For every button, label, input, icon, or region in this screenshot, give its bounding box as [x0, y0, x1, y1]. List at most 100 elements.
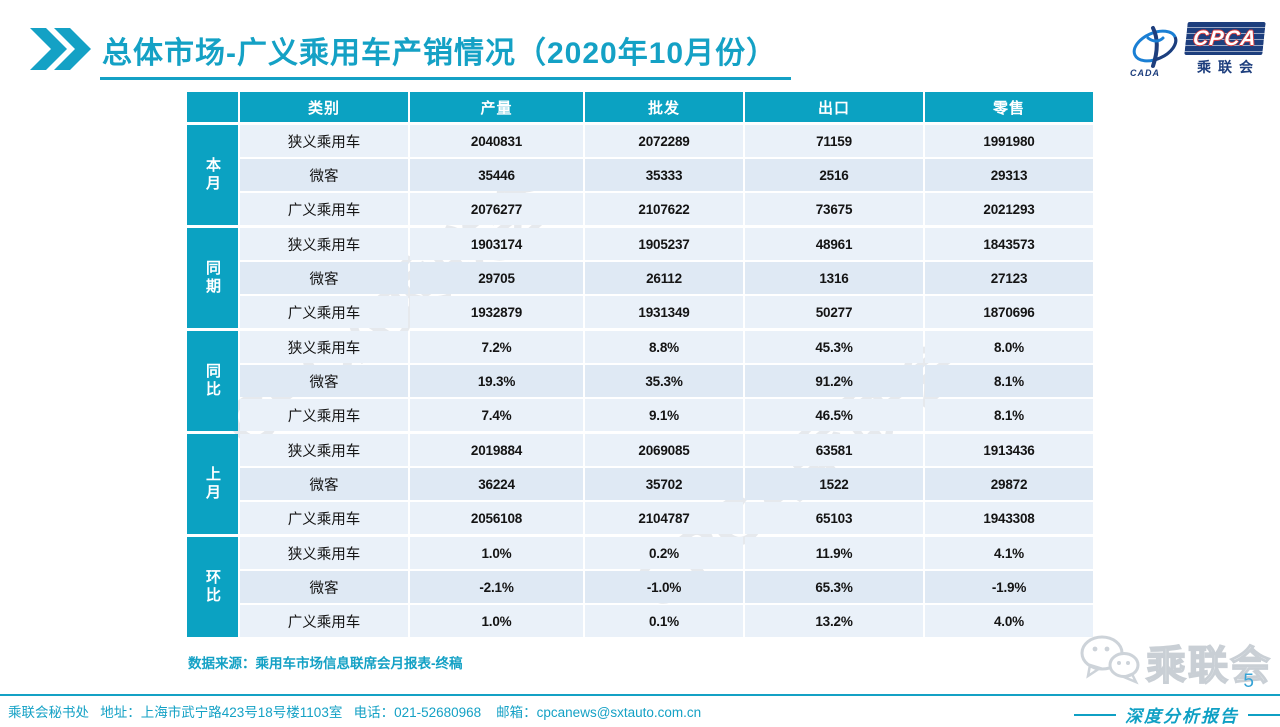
category-cell: 狭义乘用车 [240, 434, 408, 466]
tagline-left-dash [1074, 713, 1116, 716]
production-sales-table: 类别 产量 批发 出口 零售 本月 狭义乘用车 2040831 2072289 7115… [187, 92, 1093, 637]
value-cell: 7.4% [410, 399, 583, 431]
value-cell: 1.0% [410, 605, 583, 637]
value-cell: -1.9% [925, 571, 1093, 603]
value-cell: 0.1% [585, 605, 743, 637]
value-cell: 7.2% [410, 331, 583, 363]
cpca-acronym: CPCA [1192, 26, 1259, 50]
table-group: 同比 狭义乘用车 7.2% 8.8% 45.3% 8.0% 微客 19.3% 35.3% 91.2… [187, 331, 1093, 431]
column-header-production: 产量 [410, 92, 583, 122]
table-group: 环比 狭义乘用车 1.0% 0.2% 11.9% 4.1% 微客 -2.1% -1.0% 65.3… [187, 537, 1093, 637]
cpca-logo-block: CPCA 乘联会 [1184, 22, 1266, 77]
value-cell: 2019884 [410, 434, 583, 466]
tagline-right-dash [1248, 713, 1280, 716]
column-header-wholesale: 批发 [585, 92, 743, 122]
group-label: 上月 [187, 434, 238, 534]
footer-divider-line [0, 694, 1280, 696]
value-cell: 11.9% [745, 537, 923, 569]
value-cell: 8.8% [585, 331, 743, 363]
value-cell: 45.3% [745, 331, 923, 363]
emblem-caption: CADA [1130, 68, 1160, 78]
value-cell: 1905237 [585, 228, 743, 260]
value-cell: 1870696 [925, 296, 1093, 328]
value-cell: 8.1% [925, 365, 1093, 397]
value-cell: 26112 [585, 262, 743, 294]
group-label: 环比 [187, 537, 238, 637]
category-cell: 微客 [240, 571, 408, 603]
value-cell: 27123 [925, 262, 1093, 294]
tagline-text: 深度分析报告 [1125, 707, 1239, 727]
table-group: 上月 狭义乘用车 2019884 2069085 63581 1913436 微客 36224… [187, 434, 1093, 534]
gray-wechat-logo: 乘联会 [1078, 632, 1272, 691]
value-cell: 29872 [925, 468, 1093, 500]
value-cell: 36224 [410, 468, 583, 500]
value-cell: 65103 [745, 502, 923, 534]
value-cell: 0.2% [585, 537, 743, 569]
value-cell: 2076277 [410, 193, 583, 225]
value-cell: 1932879 [410, 296, 583, 328]
value-cell: 1903174 [410, 228, 583, 260]
value-cell: 1522 [745, 468, 923, 500]
value-cell: 29313 [925, 159, 1093, 191]
value-cell: 46.5% [745, 399, 923, 431]
category-cell: 狭义乘用车 [240, 331, 408, 363]
value-cell: 2021293 [925, 193, 1093, 225]
value-cell: 1913436 [925, 434, 1093, 466]
value-cell: 48961 [745, 228, 923, 260]
value-cell: 2072289 [585, 125, 743, 157]
value-cell: 73675 [745, 193, 923, 225]
value-cell: 1931349 [585, 296, 743, 328]
cpca-logo: CADA CPCA 乘联会 [1126, 22, 1271, 84]
table-body: 本月 狭义乘用车 2040831 2072289 71159 1991980 微客 35446… [187, 125, 1093, 637]
value-cell: 9.1% [585, 399, 743, 431]
category-cell: 狭义乘用车 [240, 228, 408, 260]
value-cell: 2107622 [585, 193, 743, 225]
category-cell: 广义乘用车 [240, 193, 408, 225]
value-cell: 1991980 [925, 125, 1093, 157]
value-cell: -1.0% [585, 571, 743, 603]
value-cell: 19.3% [410, 365, 583, 397]
value-cell: 4.1% [925, 537, 1093, 569]
value-cell: 2056108 [410, 502, 583, 534]
value-cell: 2516 [745, 159, 923, 191]
chat-bubbles-icon [1078, 632, 1142, 691]
value-cell: 63581 [745, 434, 923, 466]
value-cell: 8.1% [925, 399, 1093, 431]
value-cell: 91.2% [745, 365, 923, 397]
category-cell: 狭义乘用车 [240, 537, 408, 569]
value-cell: 2069085 [585, 434, 743, 466]
value-cell: 1843573 [925, 228, 1093, 260]
group-label: 同期 [187, 228, 238, 328]
page-title: 总体市场-广义乘用车产销情况（2020年10月份） [100, 28, 792, 80]
value-cell: 71159 [745, 125, 923, 157]
column-header-export: 出口 [745, 92, 923, 122]
column-header-category: 类别 [240, 92, 408, 122]
footer-contact-info: 乘联会秘书处 地址：上海市武宁路423号18号楼1103室 电话：021-526… [8, 705, 702, 720]
category-cell: 微客 [240, 262, 408, 294]
column-header-retail: 零售 [925, 92, 1093, 122]
value-cell: 4.0% [925, 605, 1093, 637]
category-cell: 广义乘用车 [240, 296, 408, 328]
value-cell: 13.2% [745, 605, 923, 637]
value-cell: 2104787 [585, 502, 743, 534]
category-cell: 广义乘用车 [240, 605, 408, 637]
value-cell: 8.0% [925, 331, 1093, 363]
table-group: 本月 狭义乘用车 2040831 2072289 71159 1991980 微客 35446… [187, 125, 1093, 225]
value-cell: 1316 [745, 262, 923, 294]
data-source-note: 数据来源：乘用车市场信息联席会月报表-终稿 [188, 656, 463, 671]
value-cell: 35.3% [585, 365, 743, 397]
category-cell: 广义乘用车 [240, 502, 408, 534]
category-cell: 微客 [240, 468, 408, 500]
category-cell: 狭义乘用车 [240, 125, 408, 157]
report-tagline: 深度分析报告 [1074, 702, 1280, 727]
table-corner-cell [187, 92, 238, 122]
value-cell: 1.0% [410, 537, 583, 569]
cpca-chinese-name: 乘联会 [1197, 59, 1260, 75]
group-label: 本月 [187, 125, 238, 225]
category-cell: 广义乘用车 [240, 399, 408, 431]
double-chevron-icon [30, 28, 92, 75]
value-cell: 2040831 [410, 125, 583, 157]
cpca-band: CPCA [1184, 22, 1266, 55]
value-cell: 1943308 [925, 502, 1093, 534]
value-cell: 29705 [410, 262, 583, 294]
